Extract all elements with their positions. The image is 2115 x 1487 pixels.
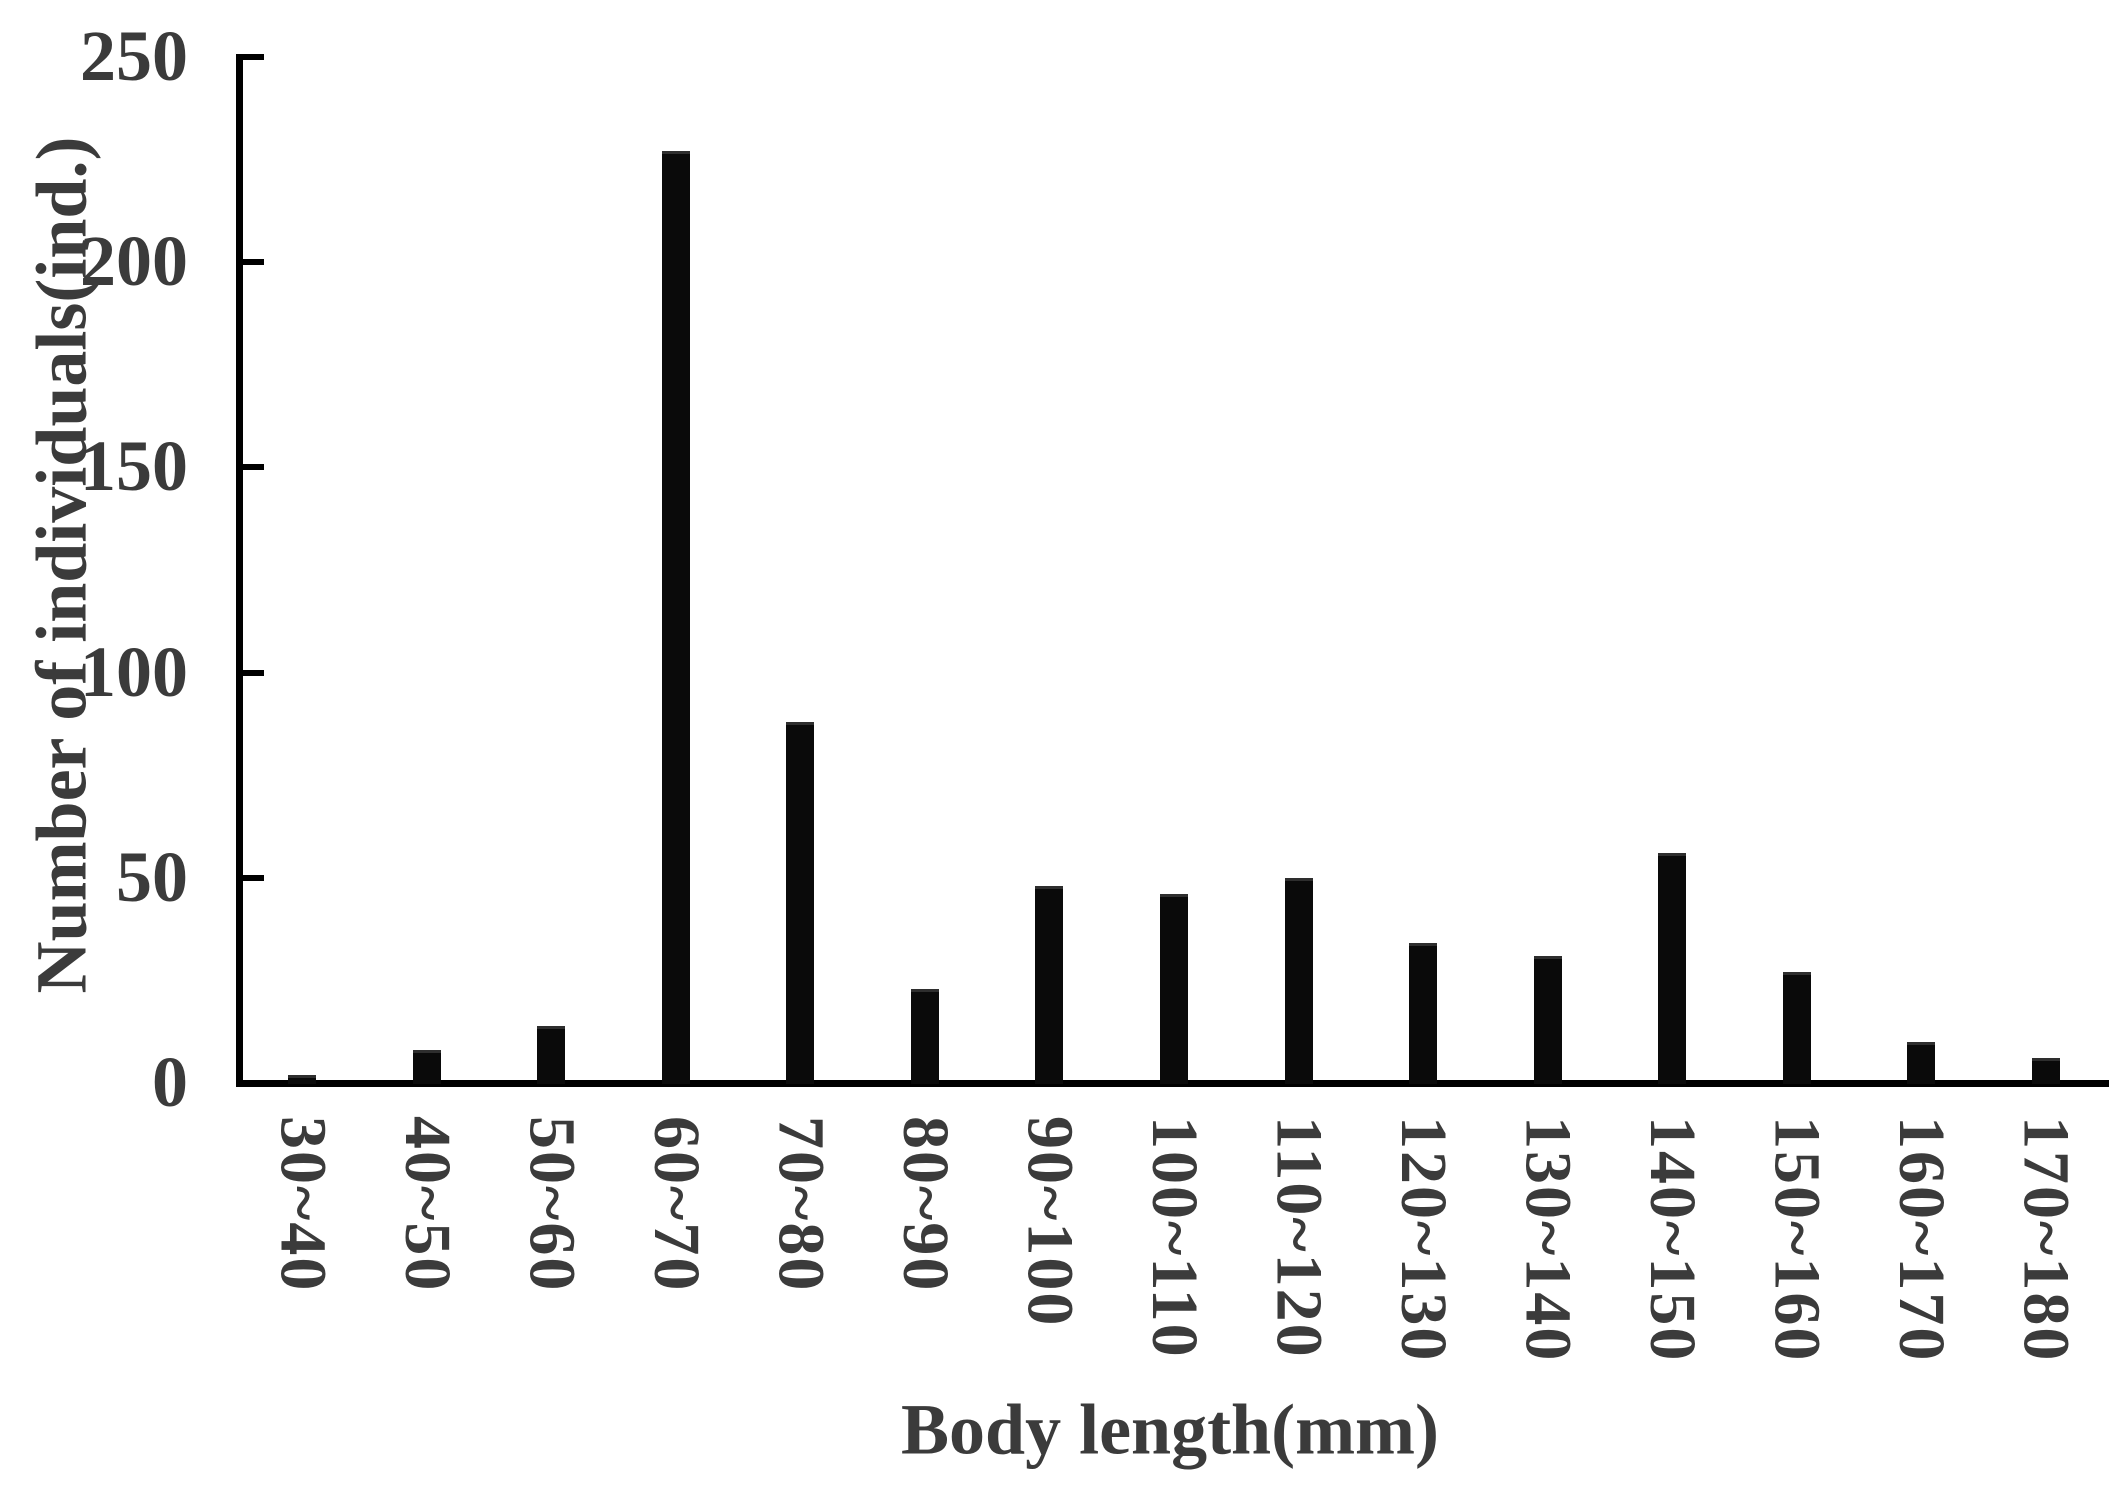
bar-100~110: [1160, 894, 1188, 1084]
y-tick-label-250: 250: [80, 16, 188, 96]
bar-50~60: [537, 1025, 566, 1084]
y-tick-label-150: 150: [80, 426, 188, 507]
bar-90~100: [1035, 886, 1064, 1084]
y-tick-label-0: 0: [152, 1042, 188, 1122]
x-tick-label-130~140: 130~140: [1511, 1116, 1585, 1363]
bar-120~130: [1409, 943, 1438, 1084]
x-tick-label-80~90: 80~90: [888, 1116, 962, 1293]
y-tick-100: [243, 669, 264, 676]
x-tick-label-120~130: 120~130: [1387, 1116, 1461, 1363]
x-tick-label-100~110: 100~110: [1138, 1116, 1211, 1359]
x-tick-label-90~100: 90~100: [1013, 1116, 1087, 1328]
bar-170~180: [2031, 1058, 2060, 1084]
bar-40~50: [412, 1050, 441, 1084]
y-tick-200: [243, 259, 264, 266]
bar-60~70: [661, 151, 690, 1084]
bar-80~90: [910, 988, 939, 1084]
x-tick-label-40~50: 40~50: [390, 1116, 464, 1293]
bar-140~150: [1658, 853, 1687, 1084]
x-tick-label-170~180: 170~180: [2009, 1116, 2083, 1363]
y-tick-50: [243, 874, 264, 881]
x-tick-label-60~70: 60~70: [639, 1116, 713, 1293]
y-axis-line: [236, 54, 243, 1087]
bar-30~40: [288, 1074, 317, 1084]
y-tick-label-100: 100: [80, 631, 188, 712]
x-tick-label-30~40: 30~40: [266, 1116, 340, 1293]
bar-130~140: [1533, 955, 1562, 1084]
x-tick-label-140~150: 140~150: [1636, 1116, 1710, 1363]
x-axis-title: Body length(mm): [901, 1389, 1439, 1470]
x-tick-label-150~160: 150~160: [1760, 1116, 1834, 1363]
x-tick-label-70~80: 70~80: [764, 1116, 838, 1293]
y-tick-250: [243, 54, 264, 60]
bar-160~170: [1907, 1041, 1936, 1084]
x-tick-label-110~120: 110~120: [1262, 1116, 1336, 1359]
y-tick-label-200: 200: [80, 221, 188, 302]
y-tick-label-50: 50: [116, 836, 188, 917]
x-tick-label-50~60: 50~60: [515, 1116, 589, 1293]
y-tick-150: [243, 464, 264, 471]
x-tick-label-160~170: 160~170: [1885, 1116, 1959, 1363]
bar-110~120: [1284, 877, 1313, 1084]
bar-70~80: [786, 721, 815, 1084]
bar-150~160: [1782, 972, 1811, 1084]
